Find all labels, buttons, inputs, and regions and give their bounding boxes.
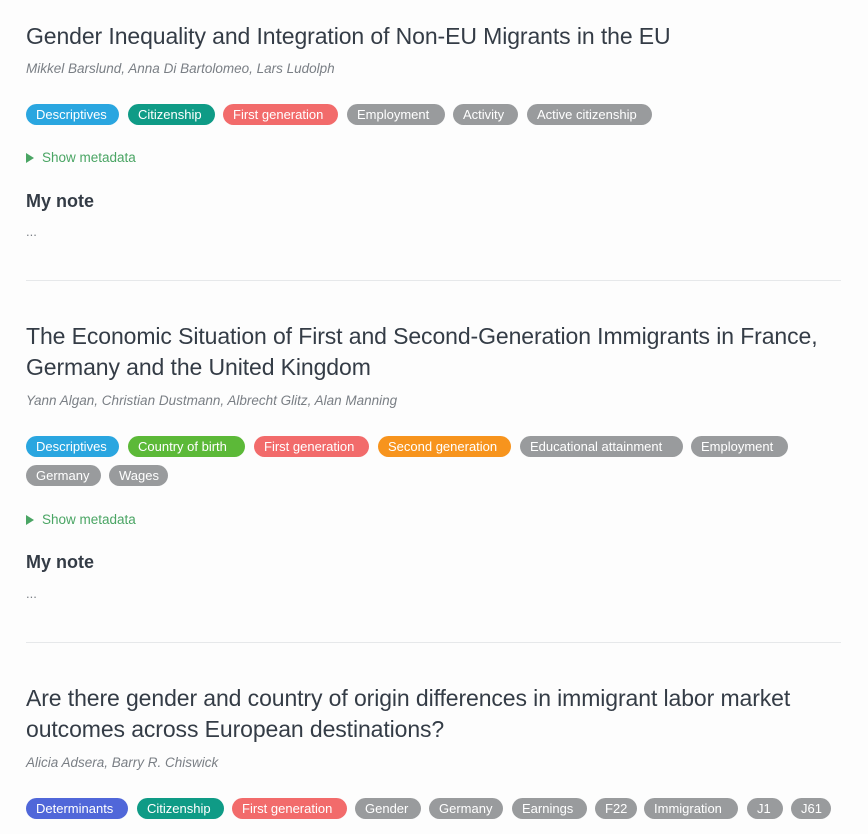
- note-text[interactable]: ...: [26, 224, 37, 239]
- tag[interactable]: Employment: [691, 436, 788, 457]
- tag[interactable]: Descriptives: [26, 436, 119, 457]
- tag[interactable]: Activity: [453, 104, 518, 125]
- tag[interactable]: Educational attainment: [520, 436, 683, 457]
- tag[interactable]: J1: [747, 798, 783, 819]
- entry-title[interactable]: Are there gender and country of origin d…: [26, 685, 791, 742]
- tag[interactable]: Gender: [355, 798, 421, 819]
- tag[interactable]: Citizenship: [137, 798, 224, 819]
- entry-title[interactable]: The Economic Situation of First and Seco…: [26, 323, 818, 380]
- tag[interactable]: First generation: [232, 798, 347, 819]
- triangle-right-icon: [26, 515, 34, 525]
- tag[interactable]: Earnings: [512, 798, 587, 819]
- tag[interactable]: Second generation: [378, 436, 511, 457]
- tag[interactable]: Citizenship: [128, 104, 215, 125]
- note-text[interactable]: ...: [26, 586, 37, 601]
- tag[interactable]: Determinants: [26, 798, 128, 819]
- tag[interactable]: Immigration: [644, 798, 738, 819]
- tag[interactable]: Country of birth: [128, 436, 245, 457]
- show-metadata-label: Show metadata: [42, 150, 136, 165]
- tag[interactable]: First generation: [254, 436, 369, 457]
- tag[interactable]: F22: [595, 798, 637, 819]
- tag[interactable]: J61: [791, 798, 831, 819]
- tag[interactable]: Germany: [429, 798, 503, 819]
- show-metadata-toggle[interactable]: Show metadata: [26, 512, 136, 527]
- show-metadata-label: Show metadata: [42, 512, 136, 527]
- triangle-right-icon: [26, 153, 34, 163]
- note-heading: My note: [26, 552, 95, 572]
- entry-title[interactable]: Gender Inequality and Integration of Non…: [26, 23, 671, 49]
- entry-authors: Mikkel Barslund, Anna Di Bartolomeo, Lar…: [26, 61, 335, 76]
- note-heading: My note: [26, 191, 95, 211]
- tag[interactable]: First generation: [223, 104, 338, 125]
- divider: [26, 280, 841, 281]
- tag[interactable]: Employment: [347, 104, 445, 125]
- entry-authors: Alicia Adsera, Barry R. Chiswick: [26, 755, 219, 770]
- entry-authors: Yann Algan, Christian Dustmann, Albrecht…: [26, 393, 398, 408]
- divider: [26, 642, 841, 643]
- show-metadata-toggle[interactable]: Show metadata: [26, 150, 136, 165]
- tag[interactable]: Germany: [26, 465, 101, 486]
- tag[interactable]: Descriptives: [26, 104, 119, 125]
- tag[interactable]: Active citizenship: [527, 104, 652, 125]
- tag[interactable]: Wages: [109, 465, 168, 486]
